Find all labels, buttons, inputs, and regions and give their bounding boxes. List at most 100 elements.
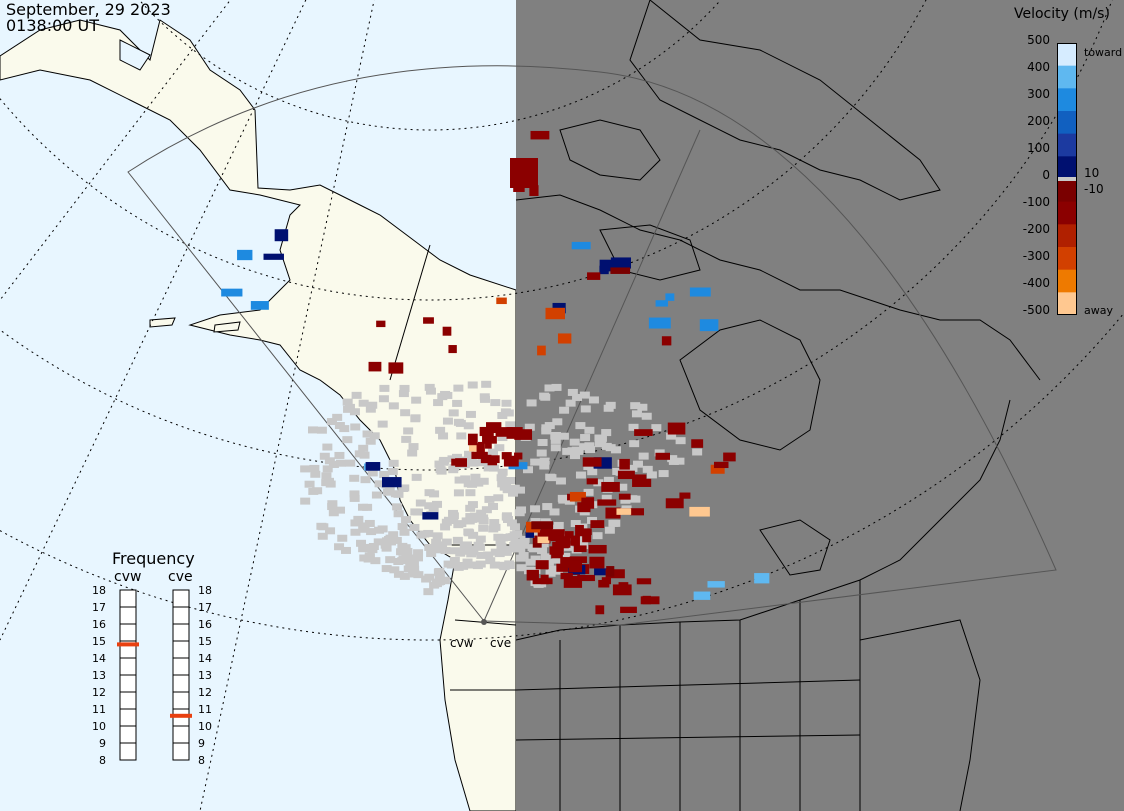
colorbar-ground-scatter	[1057, 177, 1077, 181]
ground-scatter-cell	[490, 548, 501, 556]
ground-scatter-cell	[366, 528, 377, 536]
velocity-cell	[593, 457, 612, 469]
ground-scatter-cell	[458, 562, 469, 570]
ground-scatter-cell	[380, 541, 391, 549]
ground-scatter-cell	[456, 520, 467, 528]
ground-scatter-cell	[467, 501, 478, 509]
ground-scatter-cell	[632, 460, 643, 468]
ground-scatter-cell	[555, 477, 566, 485]
ground-scatter-cell	[388, 459, 399, 467]
ground-scatter-cell	[550, 444, 561, 452]
ground-scatter-cell	[462, 541, 473, 549]
ground-scatter-cell	[335, 459, 346, 467]
velocity-cell	[605, 507, 621, 519]
ground-scatter-cell	[493, 494, 504, 502]
ground-scatter-cell	[379, 384, 390, 392]
ground-scatter-cell	[334, 543, 345, 551]
ground-scatter-cell	[432, 500, 443, 508]
velocity-cell	[575, 524, 584, 537]
velocity-cell	[526, 569, 539, 581]
ground-scatter-cell	[601, 494, 612, 502]
ground-scatter-cell	[322, 465, 333, 473]
ground-scatter-cell	[430, 546, 441, 554]
ground-scatter-cell	[413, 571, 424, 579]
velocity-cell	[610, 267, 631, 274]
velocity-cell	[476, 443, 485, 456]
ground-scatter-cell	[596, 434, 607, 442]
velocity-cell	[540, 574, 549, 585]
ground-scatter-cell	[388, 402, 399, 410]
ground-scatter-cell	[675, 437, 686, 445]
ground-scatter-cell	[547, 565, 558, 573]
frequency-tick-label: 11	[92, 703, 106, 716]
colorbar-toward-label: toward	[1084, 46, 1123, 59]
ground-scatter-cell	[509, 523, 520, 531]
colorbar-swatch	[1057, 247, 1077, 271]
ground-scatter-cell	[651, 424, 662, 432]
frequency-tick-label: 9	[198, 737, 205, 750]
ground-scatter-cell	[495, 538, 506, 546]
ground-scatter-cell	[423, 588, 434, 596]
ground-scatter-cell	[666, 432, 677, 440]
ground-scatter-cell	[593, 479, 604, 487]
frequency-tick-label: 18	[198, 584, 212, 597]
ground-scatter-cell	[464, 450, 475, 458]
ground-scatter-cell	[575, 471, 586, 479]
ground-scatter-cell	[579, 443, 590, 451]
ground-scatter-cell	[413, 508, 424, 516]
ground-scatter-cell	[658, 470, 669, 478]
ground-scatter-cell	[387, 468, 398, 476]
ground-scatter-cell	[453, 489, 464, 497]
ground-scatter-cell	[364, 519, 375, 527]
ground-scatter-cell	[638, 452, 649, 460]
ground-scatter-cell	[367, 469, 378, 477]
ground-scatter-cell	[322, 443, 333, 451]
ground-scatter-cell	[562, 447, 573, 455]
velocity-cell	[588, 544, 607, 554]
radar-label-cve: cve	[490, 636, 512, 650]
ground-scatter-cell	[400, 409, 411, 417]
ground-scatter-cell	[466, 550, 477, 558]
velocity-cell	[599, 259, 621, 272]
ground-scatter-cell	[435, 426, 446, 434]
ground-scatter-cell	[428, 505, 439, 513]
ground-scatter-cell	[448, 466, 459, 474]
velocity-cell	[582, 531, 592, 543]
velocity-cell	[537, 345, 546, 356]
velocity-cell	[510, 158, 538, 188]
ground-scatter-cell	[499, 562, 510, 570]
ground-scatter-cell	[425, 387, 436, 395]
velocity-cell	[442, 326, 452, 336]
velocity-cell	[530, 130, 550, 140]
ground-scatter-cell	[398, 485, 409, 493]
ground-scatter-cell	[362, 430, 373, 438]
ground-scatter-cell	[489, 561, 500, 569]
ground-scatter-cell	[393, 557, 404, 565]
colorbar-tick-label: 100	[1027, 141, 1050, 155]
ground-scatter-cell	[365, 405, 376, 413]
velocity-cell	[365, 462, 381, 471]
velocity-cell	[689, 506, 710, 517]
ground-scatter-cell	[304, 480, 315, 488]
ground-scatter-cell	[408, 443, 419, 451]
velocity-cell	[368, 361, 382, 372]
ground-scatter-cell	[543, 558, 554, 566]
ground-scatter-cell	[399, 528, 410, 536]
ground-scatter-cell	[464, 517, 475, 525]
ground-scatter-cell	[473, 541, 484, 549]
ground-scatter-cell	[507, 489, 518, 497]
ground-scatter-cell	[504, 560, 515, 568]
colorbar-tick-label: -300	[1022, 249, 1050, 263]
ground-scatter-cell	[579, 391, 590, 399]
velocity-cell	[560, 557, 572, 568]
ground-scatter-cell	[460, 475, 471, 483]
ground-scatter-cell	[432, 532, 443, 540]
velocity-cell	[710, 464, 725, 474]
velocity-cell	[503, 455, 519, 467]
velocity-cell	[590, 520, 605, 529]
ground-scatter-cell	[300, 497, 311, 505]
ground-scatter-cell	[604, 526, 615, 534]
ground-scatter-cell	[377, 525, 388, 533]
ground-scatter-cell	[327, 503, 338, 511]
colorbar-swatch	[1057, 43, 1077, 67]
